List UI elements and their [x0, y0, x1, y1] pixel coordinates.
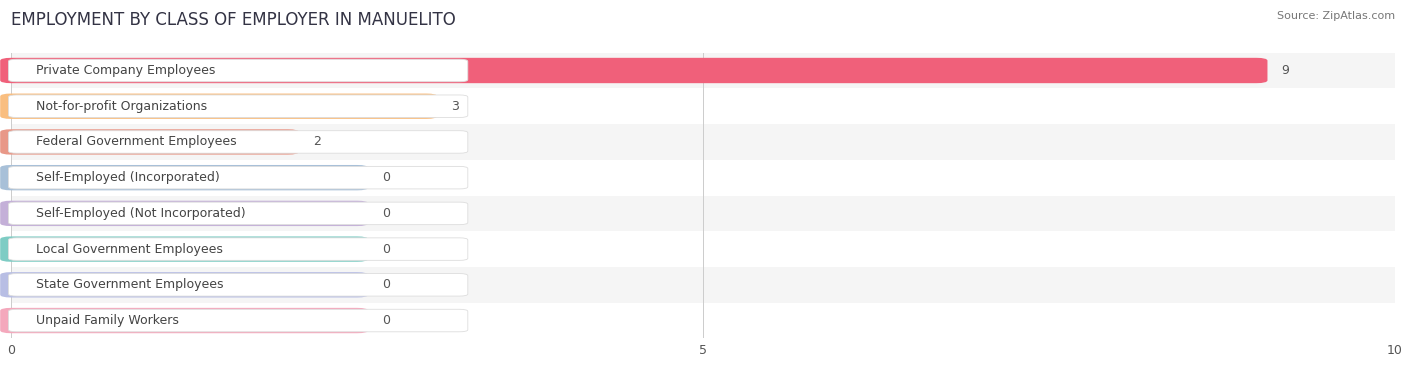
Bar — [11, 303, 1395, 338]
FancyBboxPatch shape — [8, 167, 468, 189]
FancyBboxPatch shape — [0, 58, 1267, 83]
FancyBboxPatch shape — [8, 59, 468, 82]
FancyBboxPatch shape — [8, 274, 468, 296]
Text: 0: 0 — [382, 278, 389, 291]
FancyBboxPatch shape — [0, 237, 368, 262]
FancyBboxPatch shape — [8, 131, 468, 153]
Text: 9: 9 — [1281, 64, 1289, 77]
Bar — [11, 231, 1395, 267]
Text: 0: 0 — [382, 171, 389, 184]
Text: Not-for-profit Organizations: Not-for-profit Organizations — [37, 100, 207, 113]
Bar — [11, 160, 1395, 196]
FancyBboxPatch shape — [8, 202, 468, 224]
FancyBboxPatch shape — [0, 165, 368, 190]
Text: 0: 0 — [382, 243, 389, 256]
Text: 0: 0 — [382, 207, 389, 220]
FancyBboxPatch shape — [0, 308, 368, 333]
Text: Local Government Employees: Local Government Employees — [37, 243, 224, 256]
FancyBboxPatch shape — [0, 129, 299, 155]
FancyBboxPatch shape — [8, 95, 468, 117]
Text: Self-Employed (Not Incorporated): Self-Employed (Not Incorporated) — [37, 207, 246, 220]
Bar — [11, 124, 1395, 160]
Bar — [11, 267, 1395, 303]
FancyBboxPatch shape — [0, 201, 368, 226]
Text: 3: 3 — [451, 100, 460, 113]
Text: Unpaid Family Workers: Unpaid Family Workers — [37, 314, 179, 327]
Text: Federal Government Employees: Federal Government Employees — [37, 135, 236, 149]
Bar — [11, 196, 1395, 231]
Text: State Government Employees: State Government Employees — [37, 278, 224, 291]
FancyBboxPatch shape — [0, 272, 368, 297]
Text: 2: 2 — [314, 135, 321, 149]
FancyBboxPatch shape — [8, 238, 468, 260]
Text: EMPLOYMENT BY CLASS OF EMPLOYER IN MANUELITO: EMPLOYMENT BY CLASS OF EMPLOYER IN MANUE… — [11, 11, 456, 29]
Text: Source: ZipAtlas.com: Source: ZipAtlas.com — [1277, 11, 1395, 21]
FancyBboxPatch shape — [8, 309, 468, 332]
Text: 0: 0 — [382, 314, 389, 327]
Text: Self-Employed (Incorporated): Self-Employed (Incorporated) — [37, 171, 219, 184]
Bar — [11, 88, 1395, 124]
FancyBboxPatch shape — [0, 94, 437, 119]
Bar — [11, 53, 1395, 88]
Text: Private Company Employees: Private Company Employees — [37, 64, 215, 77]
